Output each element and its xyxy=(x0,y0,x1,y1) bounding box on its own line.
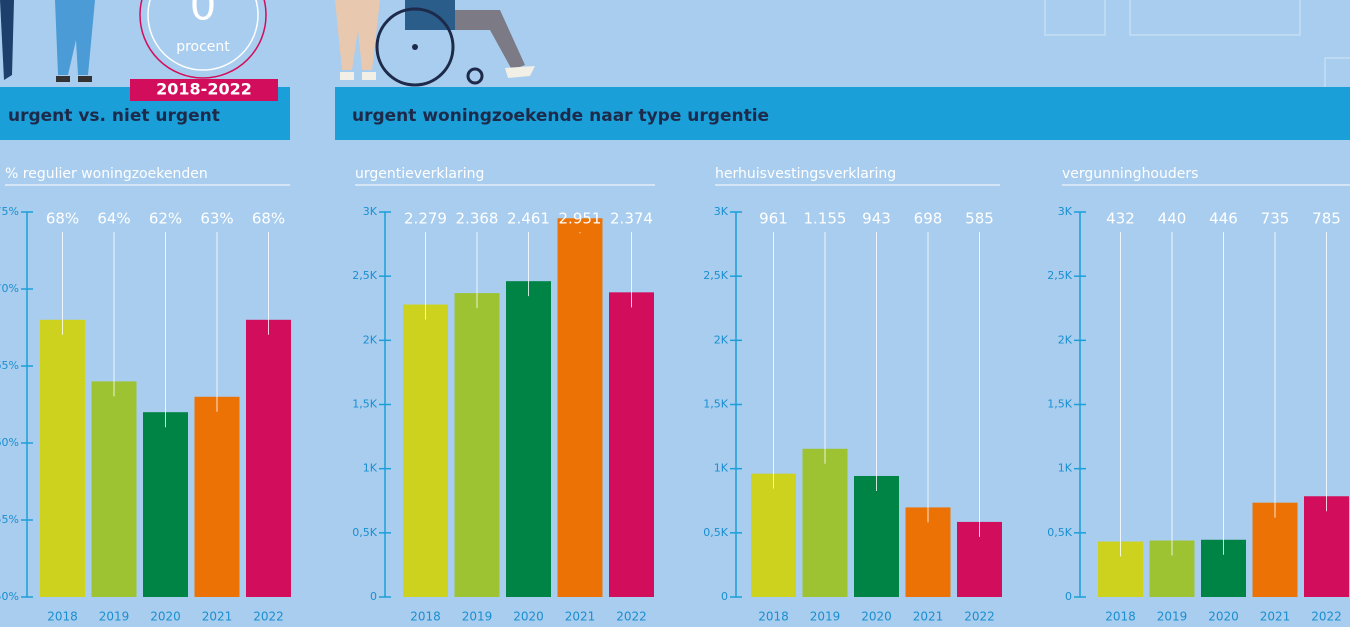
value-label: 2.374 xyxy=(610,210,653,228)
y-tick-label: 0,5K xyxy=(352,526,377,539)
x-tick-label: 2022 xyxy=(964,610,995,624)
x-tick-label: 2022 xyxy=(253,610,284,624)
y-tick-label: 0,5K xyxy=(1047,526,1072,539)
y-tick-label: 3K xyxy=(714,205,729,218)
y-tick-label: 75% xyxy=(0,205,19,218)
y-tick-label: 2,5K xyxy=(352,269,377,282)
bar xyxy=(1304,496,1349,597)
bar xyxy=(246,319,291,597)
value-label: 785 xyxy=(1312,210,1341,228)
chart-title: herhuisvestingsverklaring xyxy=(715,166,896,182)
x-tick-label: 2018 xyxy=(1105,610,1136,624)
y-tick-label: 2,5K xyxy=(703,269,728,282)
bar xyxy=(40,319,85,597)
period: 2018-2022 xyxy=(156,80,252,99)
value-label: 440 xyxy=(1158,210,1187,228)
chart-title: vergunninghouders xyxy=(1062,166,1198,182)
x-tick-label: 2018 xyxy=(410,610,441,624)
x-tick-label: 2020 xyxy=(861,610,892,624)
bar xyxy=(609,292,654,597)
value-label: 446 xyxy=(1209,210,1238,228)
value-label: 735 xyxy=(1261,210,1290,228)
x-tick-label: 2021 xyxy=(565,610,596,624)
x-tick-label: 2019 xyxy=(462,610,493,624)
bar xyxy=(751,473,796,597)
value-label: 2.951 xyxy=(559,210,602,228)
value-label: 698 xyxy=(914,210,943,228)
x-tick-label: 2020 xyxy=(150,610,181,624)
bar xyxy=(802,448,848,597)
bar xyxy=(91,381,137,597)
x-tick-label: 2019 xyxy=(99,610,130,624)
x-tick-label: 2021 xyxy=(1260,610,1291,624)
y-tick-label: 0,5K xyxy=(703,526,728,539)
bar xyxy=(506,281,551,597)
header-bar xyxy=(335,87,1350,140)
value-label: 2.461 xyxy=(507,210,550,228)
value-label: 432 xyxy=(1106,210,1135,228)
value-label: 63% xyxy=(200,210,233,228)
x-tick-label: 2019 xyxy=(810,610,841,624)
y-tick-label: 1K xyxy=(1058,462,1073,475)
y-tick-label: 1K xyxy=(714,462,729,475)
x-tick-label: 2020 xyxy=(1208,610,1239,624)
y-tick-label: 70% xyxy=(0,282,19,295)
section-title: urgent woningzoekende naar type urgentie xyxy=(352,106,769,126)
y-tick-label: 1K xyxy=(363,462,378,475)
y-tick-label: 2K xyxy=(363,333,378,346)
x-tick-label: 2021 xyxy=(202,610,233,624)
illustration xyxy=(0,0,535,87)
y-tick-label: 3K xyxy=(363,205,378,218)
x-tick-label: 2019 xyxy=(1157,610,1188,624)
value-label: 1.155 xyxy=(804,210,847,228)
badge-ring xyxy=(139,0,267,79)
y-tick-label: 2,5K xyxy=(1047,269,1072,282)
y-tick-label: 0 xyxy=(370,590,377,603)
bar xyxy=(557,218,603,597)
bar xyxy=(194,396,240,597)
period-box xyxy=(130,79,278,101)
bar xyxy=(454,293,500,597)
value-label: 68% xyxy=(46,210,79,228)
chart-title: % regulier woningzoekenden xyxy=(5,166,208,182)
value-label: 68% xyxy=(252,210,285,228)
value-label: 2.368 xyxy=(456,210,499,228)
value-label: 943 xyxy=(862,210,891,228)
bar xyxy=(143,412,188,597)
badge-unit: procent xyxy=(176,39,230,55)
y-tick-label: 0 xyxy=(721,590,728,603)
chart-title: urgentieverklaring xyxy=(355,166,484,182)
y-tick-label: 1,5K xyxy=(1047,398,1072,411)
value-label: 2.279 xyxy=(404,210,447,228)
x-tick-label: 2020 xyxy=(513,610,544,624)
value-label: 64% xyxy=(97,210,130,228)
y-tick-label: 55% xyxy=(0,513,19,526)
badge-ring xyxy=(147,0,259,71)
x-tick-label: 2022 xyxy=(1311,610,1342,624)
bar xyxy=(1252,502,1298,597)
y-tick-label: 2K xyxy=(714,333,729,346)
value-label: 585 xyxy=(965,210,994,228)
x-tick-label: 2018 xyxy=(47,610,78,624)
y-tick-label: 50% xyxy=(0,590,19,603)
bar xyxy=(854,475,899,597)
y-tick-label: 1,5K xyxy=(352,398,377,411)
value-label: 62% xyxy=(149,210,182,228)
x-tick-label: 2021 xyxy=(913,610,944,624)
y-tick-label: 1,5K xyxy=(703,398,728,411)
y-tick-label: 60% xyxy=(0,436,19,449)
x-tick-label: 2022 xyxy=(616,610,647,624)
x-tick-label: 2018 xyxy=(758,610,789,624)
value-label: 961 xyxy=(759,210,788,228)
section-title: urgent vs. niet urgent xyxy=(8,106,220,126)
y-tick-label: 3K xyxy=(1058,205,1073,218)
badge-number: 0 xyxy=(190,0,217,30)
bar xyxy=(403,304,448,597)
y-tick-label: 2K xyxy=(1058,333,1073,346)
y-tick-label: 65% xyxy=(0,359,19,372)
y-tick-label: 0 xyxy=(1065,590,1072,603)
